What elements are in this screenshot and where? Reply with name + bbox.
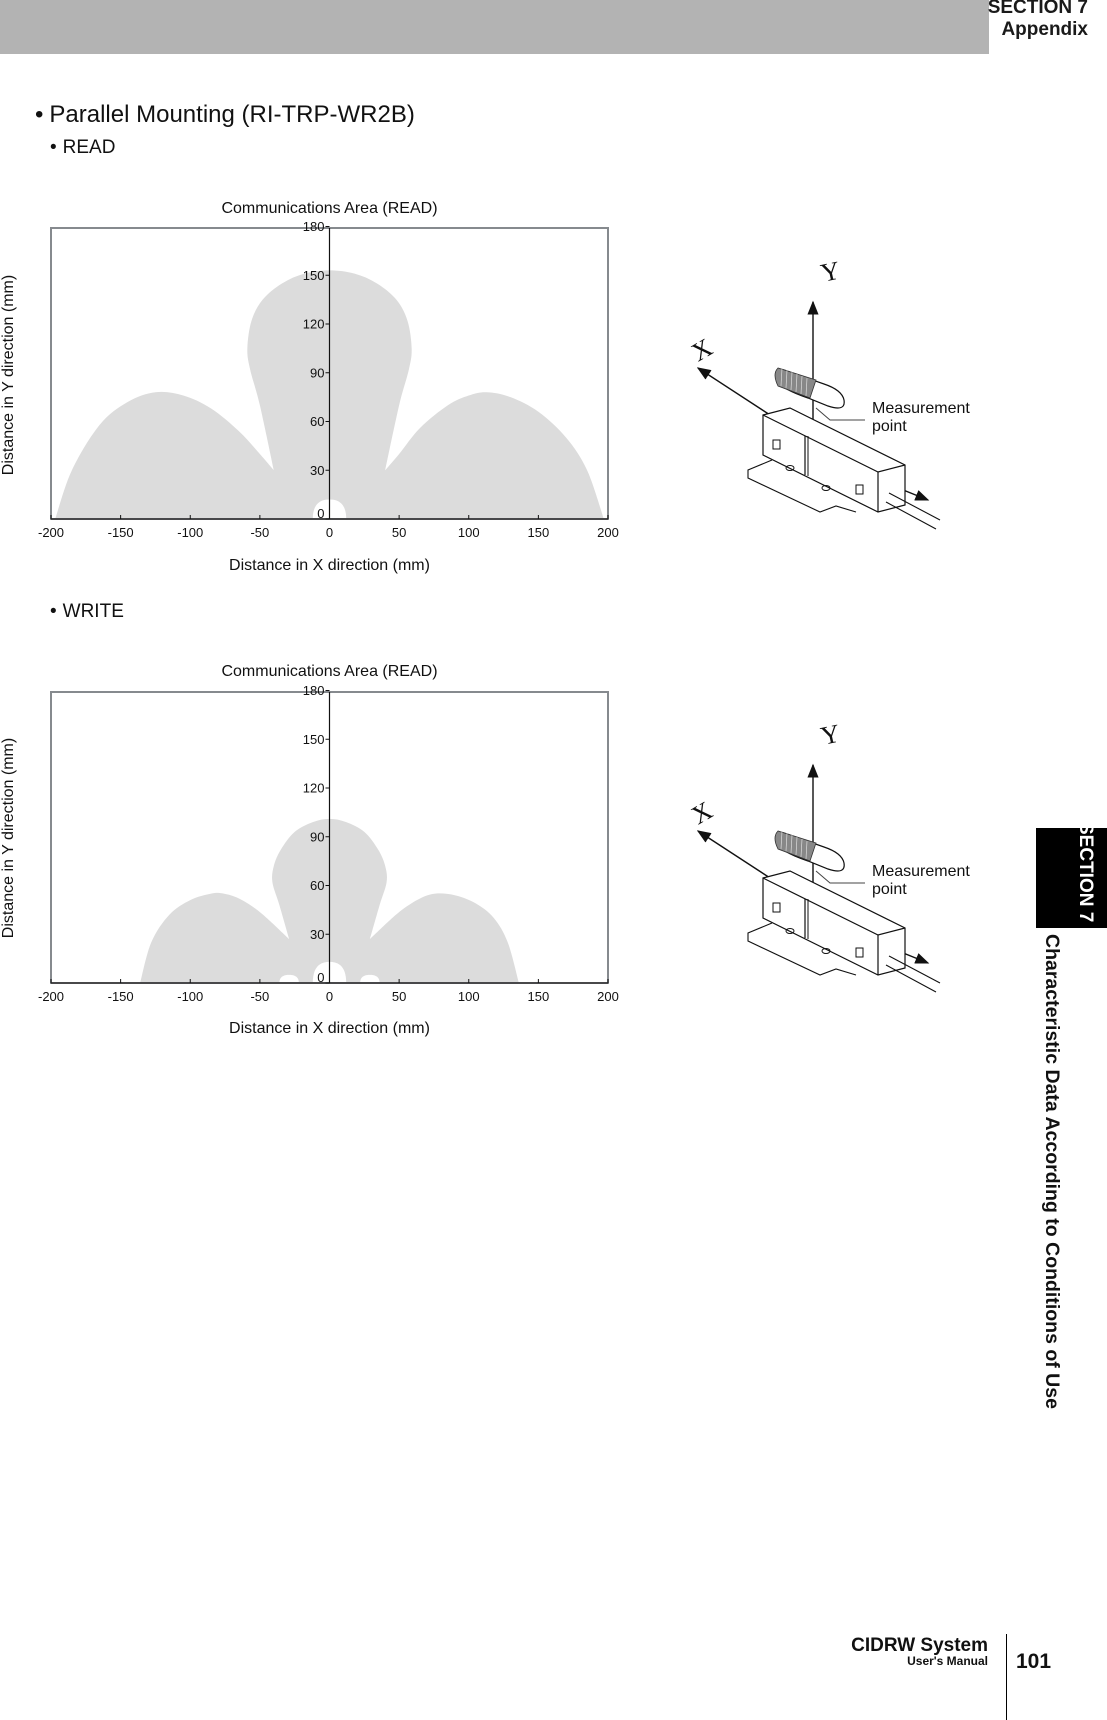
page-title-text: Parallel Mounting (RI-TRP-WR2B) bbox=[49, 101, 415, 128]
header-bar bbox=[0, 0, 989, 54]
manual-name: User's Manual bbox=[907, 1654, 988, 1668]
subsection-label: WRITE bbox=[62, 601, 124, 622]
subsection-label: READ bbox=[62, 137, 116, 158]
svg-text:X: X bbox=[687, 796, 718, 831]
section-number: SECTION 7 bbox=[987, 0, 1088, 18]
bullet: • bbox=[50, 137, 57, 158]
side-tab-label: SECTION 7 bbox=[1075, 828, 1096, 923]
chart-plot: -200 -150 -100 -50 0 50 100 150 200 0 30 60 90 120 150… bbox=[38, 683, 619, 1004]
svg-text:50: 50 bbox=[392, 989, 406, 1004]
svg-text:180: 180 bbox=[303, 683, 325, 698]
chart-write: -200 -150 -100 -50 0 50 100 150 200 0 30 60 90 120 150… bbox=[0, 0, 640, 1037]
mounting-illustration-write: Y X Measurement point bbox=[660, 713, 990, 1003]
svg-text:0: 0 bbox=[317, 970, 324, 985]
svg-text:-100: -100 bbox=[177, 989, 203, 1004]
chart-title: Communications Area (READ) bbox=[221, 200, 438, 217]
chart-plot: -200 -150 -100 -50 0 50 100 150 200 0 30 60 90 120 150… bbox=[38, 219, 619, 540]
svg-text:-200: -200 bbox=[38, 525, 64, 540]
svg-text:0: 0 bbox=[326, 525, 333, 540]
svg-text:-100: -100 bbox=[177, 525, 203, 540]
chart-read: -200 -150 -100 -50 0 50 100 150 200 0 30 60 90 120 150… bbox=[0, 0, 640, 574]
svg-text:90: 90 bbox=[310, 365, 324, 380]
svg-text:60: 60 bbox=[310, 878, 324, 893]
antenna-device-icon: Y X bbox=[687, 719, 941, 993]
svg-text:Y: Y bbox=[818, 256, 843, 288]
svg-text:120: 120 bbox=[303, 781, 325, 796]
section-side-tab[interactable]: SECTION 7 bbox=[1036, 828, 1107, 928]
measurement-point-label: Measurement point bbox=[872, 863, 970, 898]
svg-text:30: 30 bbox=[310, 927, 324, 942]
svg-text:-150: -150 bbox=[108, 989, 134, 1004]
svg-text:60: 60 bbox=[310, 414, 324, 429]
svg-text:-50: -50 bbox=[250, 525, 269, 540]
svg-text:-50: -50 bbox=[250, 989, 269, 1004]
y-axis-label: Distance in Y direction (mm) bbox=[0, 737, 17, 939]
x-axis-label: Distance in X direction (mm) bbox=[229, 1020, 430, 1037]
bullet: • bbox=[35, 101, 44, 128]
mounting-illustration-read: Y X Measurement point bbox=[660, 250, 990, 540]
svg-text:90: 90 bbox=[310, 829, 324, 844]
svg-text:-200: -200 bbox=[38, 989, 64, 1004]
svg-text:200: 200 bbox=[597, 525, 619, 540]
svg-text:150: 150 bbox=[528, 525, 550, 540]
svg-text:200: 200 bbox=[597, 989, 619, 1004]
svg-text:X: X bbox=[687, 333, 718, 368]
section-header: SECTION 7 Appendix bbox=[988, 0, 1088, 41]
svg-text:30: 30 bbox=[310, 463, 324, 478]
antenna-device-icon: Y X bbox=[687, 256, 941, 530]
svg-text:100: 100 bbox=[458, 989, 480, 1004]
svg-text:100: 100 bbox=[458, 525, 480, 540]
bullet: • bbox=[50, 601, 57, 622]
x-axis-label: Distance in X direction (mm) bbox=[229, 557, 430, 574]
chart-title: Communications Area (READ) bbox=[221, 663, 438, 680]
measurement-point-label: Measurement point bbox=[872, 400, 970, 435]
footer-brand: CIDRW System User's Manual bbox=[851, 1636, 988, 1667]
side-chapter-title: Characteristic Data According to Conditi… bbox=[1041, 934, 1063, 1409]
svg-text:150: 150 bbox=[303, 268, 325, 283]
svg-text:180: 180 bbox=[303, 219, 325, 234]
svg-text:0: 0 bbox=[326, 989, 333, 1004]
footer-divider bbox=[1006, 1634, 1007, 1720]
page-number: 101 bbox=[1016, 1650, 1052, 1673]
svg-text:150: 150 bbox=[303, 732, 325, 747]
page-title: • Parallel Mounting (RI-TRP-WR2B) bbox=[35, 100, 415, 130]
svg-text:150: 150 bbox=[528, 989, 550, 1004]
subsection-write: • WRITE bbox=[50, 601, 124, 623]
svg-text:50: 50 bbox=[392, 525, 406, 540]
subsection-read: • READ bbox=[50, 137, 115, 159]
section-chapter: Appendix bbox=[1001, 19, 1088, 40]
svg-text:Y: Y bbox=[818, 719, 843, 751]
svg-text:120: 120 bbox=[303, 317, 325, 332]
product-name: CIDRW System bbox=[851, 1635, 988, 1656]
svg-text:-150: -150 bbox=[108, 525, 134, 540]
svg-text:0: 0 bbox=[317, 506, 324, 521]
